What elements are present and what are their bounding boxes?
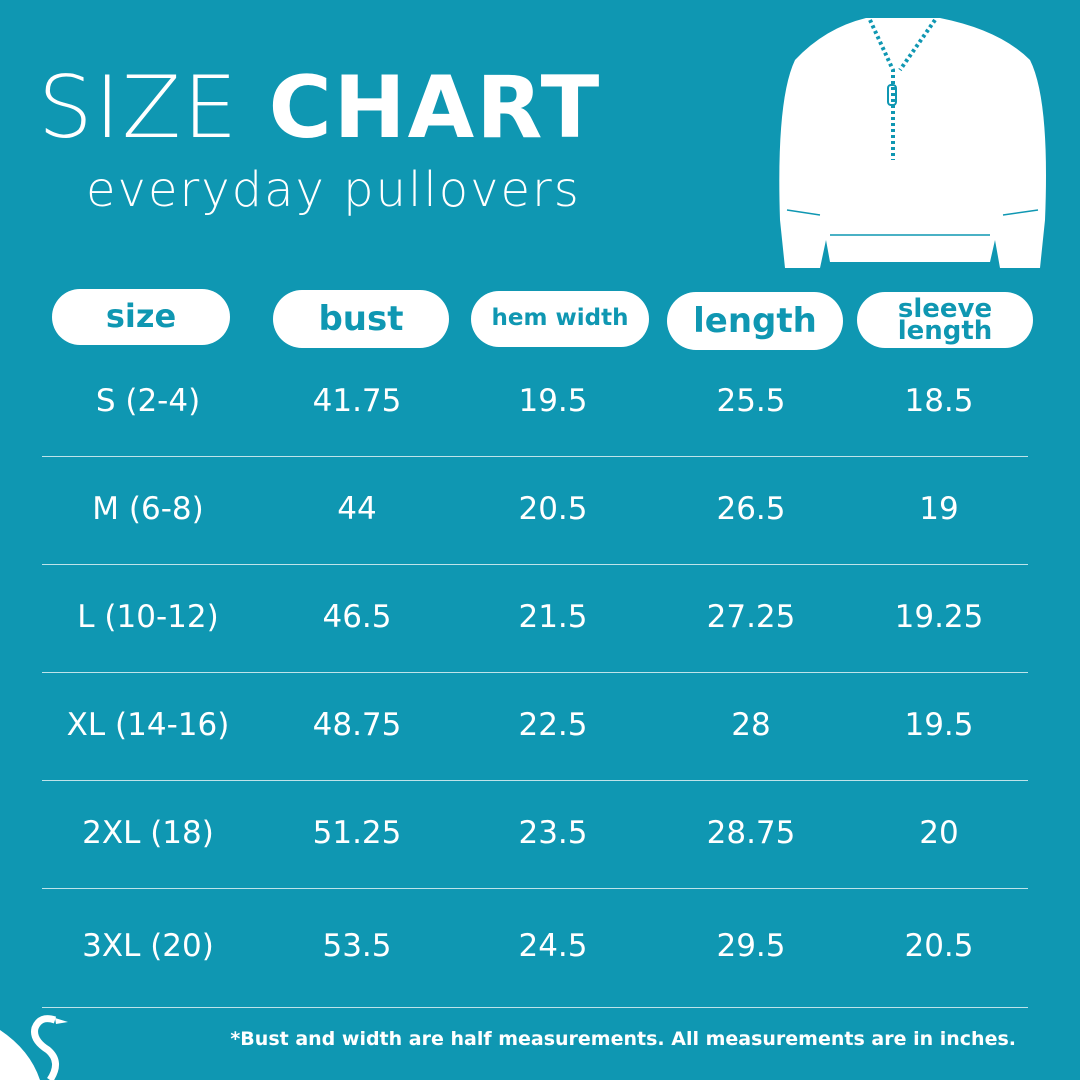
table-cell: 26.5 xyxy=(716,491,786,527)
column-header: sleeve length xyxy=(857,292,1033,348)
column-header: size xyxy=(52,289,230,345)
row-separator xyxy=(42,672,1028,673)
table-cell: 27.25 xyxy=(706,599,796,635)
column-header: bust xyxy=(273,290,449,348)
table-cell: 46.5 xyxy=(322,599,392,635)
pullover-illustration xyxy=(779,18,1046,268)
row-separator xyxy=(42,1007,1028,1008)
table-cell: 19.5 xyxy=(904,707,974,743)
table-cell: 28.75 xyxy=(706,815,796,851)
table-cell: 28 xyxy=(731,707,771,743)
table-cell: 19.5 xyxy=(518,383,588,419)
table-cell: M (6-8) xyxy=(92,491,204,527)
footnote: *Bust and width are half measurements. A… xyxy=(230,1028,1016,1050)
table-cell: 53.5 xyxy=(322,928,392,964)
table-cell: 20.5 xyxy=(904,928,974,964)
table-cell: 24.5 xyxy=(518,928,588,964)
table-cell: 51.25 xyxy=(312,815,402,851)
row-separator xyxy=(42,888,1028,889)
table-cell: L (10-12) xyxy=(77,599,219,635)
table-cell: 18.5 xyxy=(904,383,974,419)
table-cell: 23.5 xyxy=(518,815,588,851)
table-cell: 48.75 xyxy=(312,707,402,743)
title-light: SIZE xyxy=(38,58,240,158)
table-cell: XL (14-16) xyxy=(66,707,230,743)
subtitle: everyday pullovers xyxy=(86,162,581,218)
row-separator xyxy=(42,456,1028,457)
table-cell: 21.5 xyxy=(518,599,588,635)
table-cell: 41.75 xyxy=(312,383,402,419)
table-cell: 20 xyxy=(919,815,959,851)
table-cell: 3XL (20) xyxy=(82,928,214,964)
column-header: hem width xyxy=(471,291,649,347)
table-cell: 25.5 xyxy=(716,383,786,419)
table-cell: 19 xyxy=(919,491,959,527)
title-bold: CHART xyxy=(268,58,602,158)
table-cell: 29.5 xyxy=(716,928,786,964)
title: SIZE CHART xyxy=(38,58,601,158)
table-cell: 20.5 xyxy=(518,491,588,527)
table-cell: 19.25 xyxy=(894,599,984,635)
row-separator xyxy=(42,564,1028,565)
table-cell: S (2-4) xyxy=(95,383,201,419)
table-cell: 44 xyxy=(337,491,377,527)
table-cell: 22.5 xyxy=(518,707,588,743)
row-separator xyxy=(42,780,1028,781)
swan-logo xyxy=(0,1015,68,1080)
table-cell: 2XL (18) xyxy=(82,815,214,851)
column-header: length xyxy=(667,292,843,350)
